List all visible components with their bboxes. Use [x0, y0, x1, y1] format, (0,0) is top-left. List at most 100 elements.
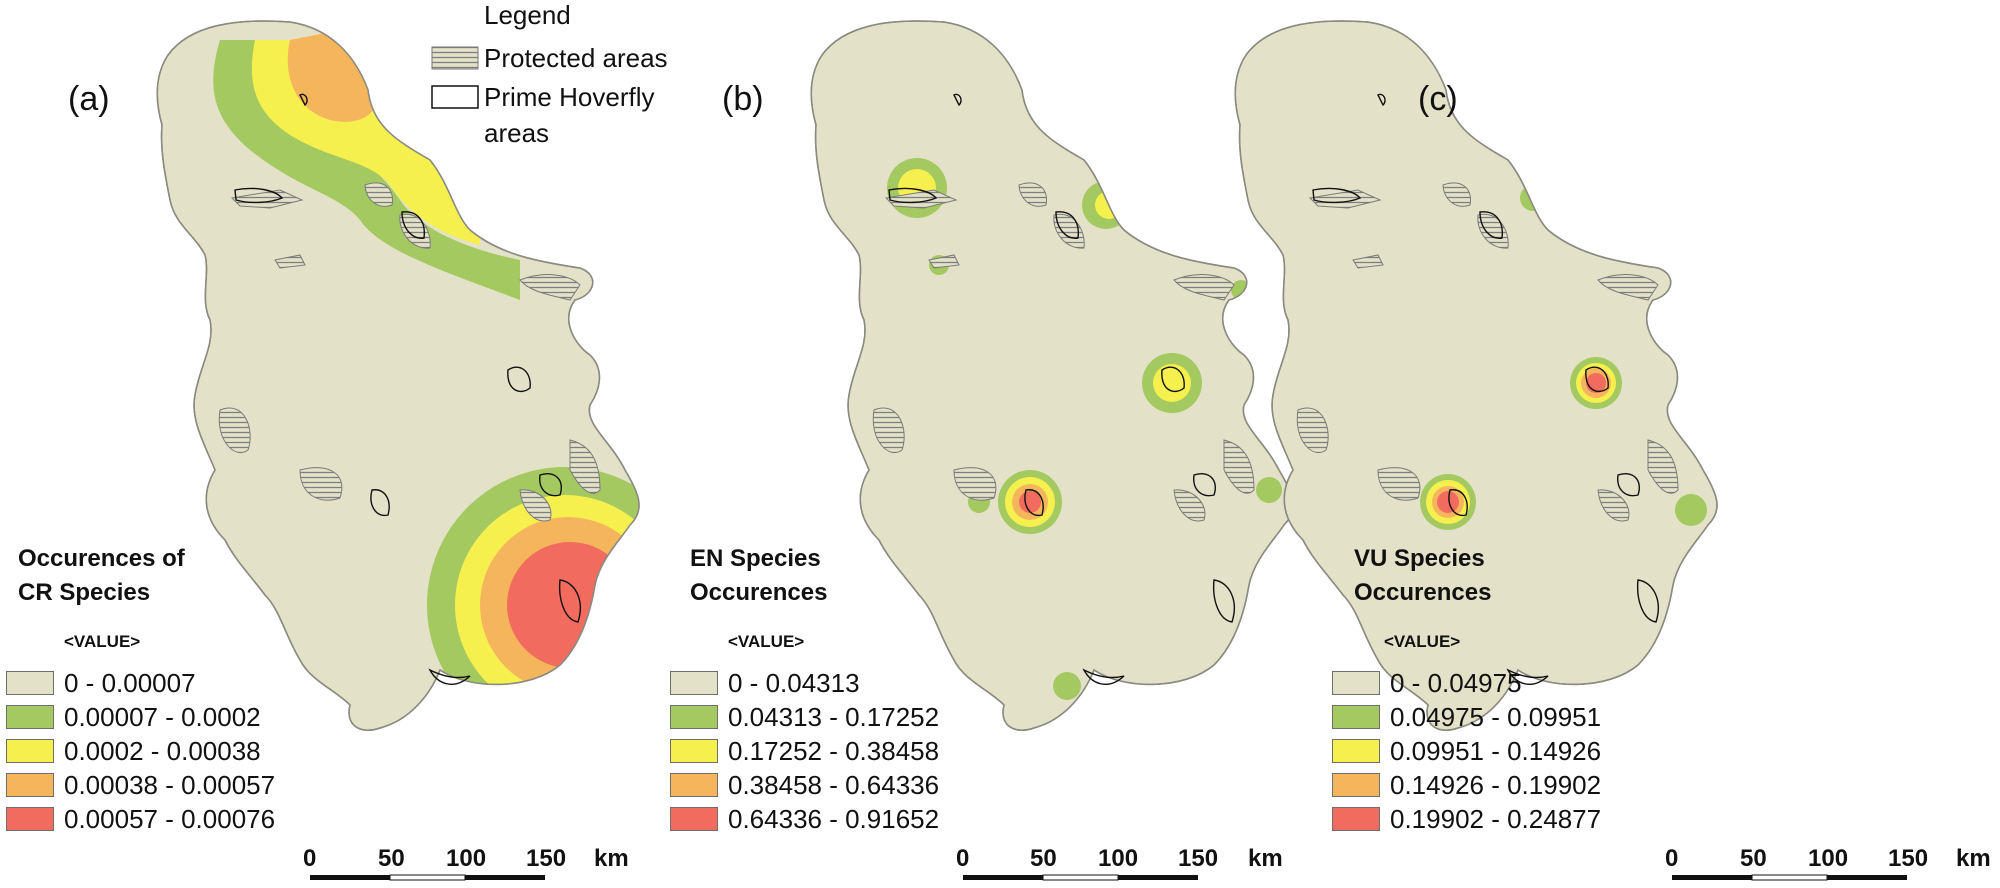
protected-areas-b: [872, 182, 1255, 522]
scale-c-unit: km: [1956, 845, 1991, 872]
scale-b-tick-1: 50: [1030, 845, 1057, 872]
en-zone-4-yellow: [1153, 364, 1191, 402]
legend-c-row-3: 0.14926 - 0.19902: [1332, 770, 1601, 800]
legend-c-range-0: 0 - 0.04975: [1390, 667, 1522, 698]
prime-hoverfly-area: [299, 93, 308, 107]
legend-c-range-1: 0.04975 - 0.09951: [1390, 701, 1602, 732]
legend-b-row-3: 0.38458 - 0.64336: [670, 770, 939, 800]
legend-b-row-4: 0.64336 - 0.91652: [670, 804, 939, 834]
prime-hoverfly-area: [1024, 489, 1044, 517]
legend-prime-label-1: Prime Hoverfly: [484, 82, 655, 112]
prime-hoverfly-area: [370, 489, 390, 517]
serbia-border-c: [1234, 20, 1718, 731]
scale-bar-c: [1672, 874, 1907, 881]
protected-area: [953, 467, 997, 501]
legend-a-range-2: 0.0002 - 0.00038: [64, 735, 261, 766]
protected-area: [872, 407, 905, 453]
protected-area: [1352, 254, 1384, 269]
prime-hoverfly-area: [234, 187, 284, 204]
scale-b-tick-2: 100: [1098, 845, 1139, 872]
legend-prime-swatch: [431, 85, 479, 109]
legend-protected-swatch: [431, 46, 479, 70]
legend-a-title-1: Occurences of: [18, 545, 185, 572]
legend-a-swatch-1: [6, 705, 54, 729]
en-zone-9-green: [1053, 672, 1081, 700]
prime-hoverfly-area: [428, 668, 471, 685]
protected-area: [1647, 439, 1679, 494]
cr-zone-south-red: [507, 542, 633, 668]
legend-c-swatch-1: [1332, 705, 1380, 729]
protected-area: [519, 489, 552, 522]
vu-zone-1-red: [1586, 373, 1606, 393]
scale-a-unit: km: [594, 845, 629, 872]
legend-a-range-0: 0 - 0.00007: [64, 667, 196, 698]
scale-c-tick-1: 50: [1740, 845, 1767, 872]
legend-c-swatch-2: [1332, 739, 1380, 763]
scale-b-unit: km: [1248, 845, 1283, 872]
protected-area: [1597, 274, 1659, 301]
serbia-outline-b: [810, 20, 1294, 731]
legend-b-range-1: 0.04313 - 0.17252: [728, 701, 940, 732]
legend-prime-label-2: areas: [484, 118, 550, 148]
serbia-outline-c: [1234, 20, 1718, 731]
en-zone-8-green: [1256, 477, 1282, 503]
prime-hoverfly-area: [507, 366, 531, 393]
prime-hoverfly-area: [1585, 366, 1609, 393]
scale-bar-a: [310, 874, 545, 881]
legend-b-row-2: 0.17252 - 0.38458: [670, 736, 939, 766]
legend-c-range-2: 0.09951 - 0.14926: [1390, 735, 1602, 766]
legend-b-title-2: Occurences: [690, 579, 828, 606]
legend-a-swatch-3: [6, 773, 54, 797]
protected-area: [1597, 489, 1630, 522]
legend-b-value-header: <VALUE>: [728, 632, 805, 651]
legend-a-row-2: 0.0002 - 0.00038: [6, 736, 261, 766]
map-panel-b: [810, 20, 1294, 731]
legend-b-swatch-4: [670, 807, 718, 831]
legend-a-row-1: 0.00007 - 0.0002: [6, 702, 261, 732]
legend-c-range-4: 0.19902 - 0.24877: [1390, 803, 1602, 834]
serbia-border-a: [156, 20, 640, 731]
prime-hoverfly-area: [558, 579, 581, 623]
legend-c-row-0: 0 - 0.04975: [1332, 668, 1522, 698]
prime-hoverfly-area: [401, 211, 425, 239]
en-zone-7-green: [1231, 280, 1251, 300]
scale-a-tick-2: 100: [446, 845, 487, 872]
panel-label-a: (a): [68, 80, 110, 118]
protected-area: [364, 182, 394, 207]
prime-hoverfly-area: [1055, 211, 1079, 239]
legend-b-row-0: 0 - 0.04313: [670, 668, 860, 698]
prime-hoverfly-area: [953, 93, 962, 107]
map-panel-a: [156, 20, 640, 731]
protected-area: [569, 439, 601, 494]
protected-area: [1173, 489, 1206, 522]
legend-b-range-0: 0 - 0.04313: [728, 667, 860, 698]
legend-b-range-3: 0.38458 - 0.64336: [728, 769, 940, 800]
legend-b-swatch-0: [670, 671, 718, 695]
vu-zone-2-red: [1437, 491, 1459, 513]
legend-b-range-2: 0.17252 - 0.38458: [728, 735, 940, 766]
legend-c-row-2: 0.09951 - 0.14926: [1332, 736, 1601, 766]
protected-area: [1018, 182, 1048, 207]
legend-c-title-1: VU Species: [1354, 545, 1485, 572]
legend-c-row-4: 0.19902 - 0.24877: [1332, 804, 1601, 834]
legend-c-row-1: 0.04975 - 0.09951: [1332, 702, 1601, 732]
prime-hoverfly-area: [1193, 473, 1216, 497]
protected-area: [519, 274, 581, 301]
protected-area: [218, 407, 251, 453]
legend-c-swatch-0: [1332, 671, 1380, 695]
legend-title: Legend: [484, 0, 571, 30]
protected-area: [274, 254, 306, 269]
protected-area: [1296, 407, 1329, 453]
scale-c-tick-2: 100: [1808, 845, 1849, 872]
legend-b-title-1: EN Species: [690, 545, 821, 572]
prime-hoverfly-area: [1617, 473, 1640, 497]
legend-a-swatch-2: [6, 739, 54, 763]
legend-a-swatch-0: [6, 671, 54, 695]
protected-area: [928, 254, 960, 269]
prime-hoverfly-area: [1212, 579, 1235, 623]
scale-a-tick-0: 0: [303, 845, 317, 872]
protected-area: [1223, 439, 1255, 494]
legend-c-value-header: <VALUE>: [1384, 632, 1461, 651]
scale-b-tick-0: 0: [956, 845, 970, 872]
